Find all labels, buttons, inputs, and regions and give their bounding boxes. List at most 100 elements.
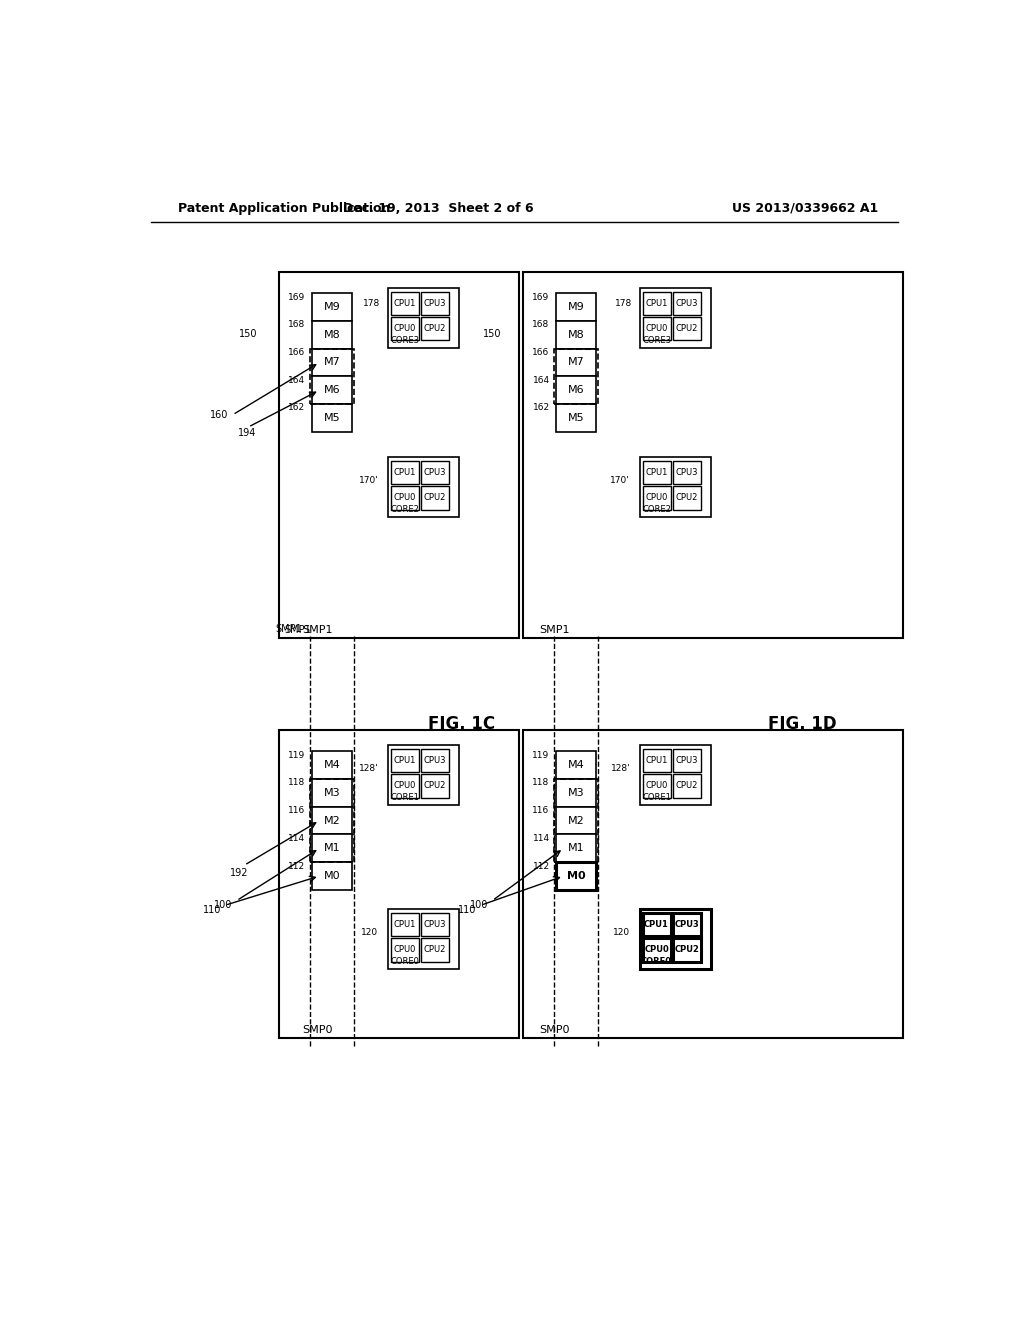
Text: CORE1: CORE1 — [642, 793, 671, 803]
Bar — [311, 779, 352, 807]
Text: CPU1: CPU1 — [393, 298, 416, 308]
Text: SMP1: SMP1 — [275, 624, 302, 634]
Text: 192: 192 — [229, 869, 248, 878]
Text: 168: 168 — [288, 321, 305, 329]
Bar — [391, 748, 419, 772]
Bar — [310, 348, 353, 404]
Text: 110: 110 — [203, 906, 221, 915]
Bar — [311, 862, 352, 890]
Bar — [556, 376, 596, 404]
Text: M0: M0 — [324, 871, 340, 880]
Text: CPU0: CPU0 — [645, 494, 668, 503]
Bar — [673, 317, 700, 341]
Text: CPU1: CPU1 — [644, 920, 669, 929]
Text: FIG. 1D: FIG. 1D — [768, 715, 837, 734]
Text: M8: M8 — [567, 330, 585, 339]
Text: CORE1: CORE1 — [390, 793, 419, 803]
Text: M5: M5 — [567, 413, 585, 422]
Bar — [556, 779, 596, 807]
Bar — [311, 348, 352, 376]
Bar — [673, 939, 700, 961]
Bar — [310, 779, 353, 862]
Bar — [421, 913, 449, 936]
Bar — [643, 461, 671, 484]
Bar — [556, 862, 596, 890]
Text: 166: 166 — [532, 348, 550, 356]
Text: CPU1: CPU1 — [393, 920, 416, 929]
Bar — [554, 348, 598, 404]
Bar — [643, 913, 671, 936]
Bar — [421, 775, 449, 797]
Bar — [643, 292, 671, 314]
Text: CPU1: CPU1 — [645, 298, 668, 308]
Text: 118: 118 — [288, 779, 305, 787]
Text: 178: 178 — [362, 298, 380, 308]
Text: 162: 162 — [289, 404, 305, 412]
Text: 164: 164 — [532, 376, 550, 384]
Bar — [673, 913, 700, 936]
Text: 112: 112 — [289, 862, 305, 870]
Text: M3: M3 — [324, 788, 340, 797]
Bar — [388, 457, 459, 517]
Text: M0: M0 — [566, 871, 586, 880]
Text: M9: M9 — [567, 302, 585, 312]
Text: SMP1: SMP1 — [285, 626, 311, 635]
Text: FIG. 1C: FIG. 1C — [428, 715, 495, 734]
Bar — [311, 404, 352, 432]
Text: CORE0: CORE0 — [641, 957, 672, 966]
Text: CPU3: CPU3 — [424, 920, 446, 929]
Bar — [311, 807, 352, 834]
Bar — [391, 317, 419, 341]
Bar — [280, 730, 519, 1038]
Bar — [673, 461, 700, 484]
Text: M3: M3 — [567, 788, 585, 797]
Text: CPU3: CPU3 — [424, 298, 446, 308]
Text: CPU0: CPU0 — [393, 325, 416, 333]
Text: CORE2: CORE2 — [642, 506, 671, 513]
Bar — [523, 730, 903, 1038]
Text: CPU2: CPU2 — [424, 494, 446, 503]
Text: CPU0: CPU0 — [393, 945, 416, 954]
Text: M1: M1 — [567, 843, 585, 853]
Bar — [643, 748, 671, 772]
Text: M5: M5 — [324, 413, 340, 422]
Bar — [673, 292, 700, 314]
Bar — [673, 748, 700, 772]
Bar — [388, 288, 459, 348]
Bar — [643, 317, 671, 341]
Bar — [640, 744, 711, 805]
Text: CPU0: CPU0 — [645, 781, 668, 791]
Bar — [554, 779, 598, 862]
Bar — [556, 321, 596, 348]
Text: M2: M2 — [567, 816, 585, 825]
Text: CPU3: CPU3 — [676, 756, 698, 766]
Text: CORE3: CORE3 — [390, 335, 419, 345]
Text: CORE2: CORE2 — [390, 506, 419, 513]
Text: M7: M7 — [324, 358, 340, 367]
Text: CPU1: CPU1 — [393, 756, 416, 766]
Bar — [556, 807, 596, 834]
Text: M8: M8 — [324, 330, 340, 339]
Text: Dec. 19, 2013  Sheet 2 of 6: Dec. 19, 2013 Sheet 2 of 6 — [343, 202, 534, 215]
Text: 112: 112 — [532, 862, 550, 870]
Text: SMP0: SMP0 — [539, 1026, 569, 1035]
Bar — [643, 486, 671, 510]
Text: CPU0: CPU0 — [393, 781, 416, 791]
Bar — [556, 751, 596, 779]
Text: 116: 116 — [288, 807, 305, 814]
Text: CPU3: CPU3 — [676, 298, 698, 308]
Bar — [556, 834, 596, 862]
Bar — [388, 744, 459, 805]
Text: 120: 120 — [613, 928, 630, 937]
Bar — [391, 292, 419, 314]
Bar — [421, 748, 449, 772]
Text: M4: M4 — [324, 760, 340, 770]
Bar — [311, 321, 352, 348]
Text: 119: 119 — [288, 751, 305, 759]
Text: CORE3: CORE3 — [642, 335, 671, 345]
Bar — [311, 751, 352, 779]
Bar — [556, 293, 596, 321]
Bar — [421, 939, 449, 961]
Text: 168: 168 — [532, 321, 550, 329]
Bar — [311, 293, 352, 321]
